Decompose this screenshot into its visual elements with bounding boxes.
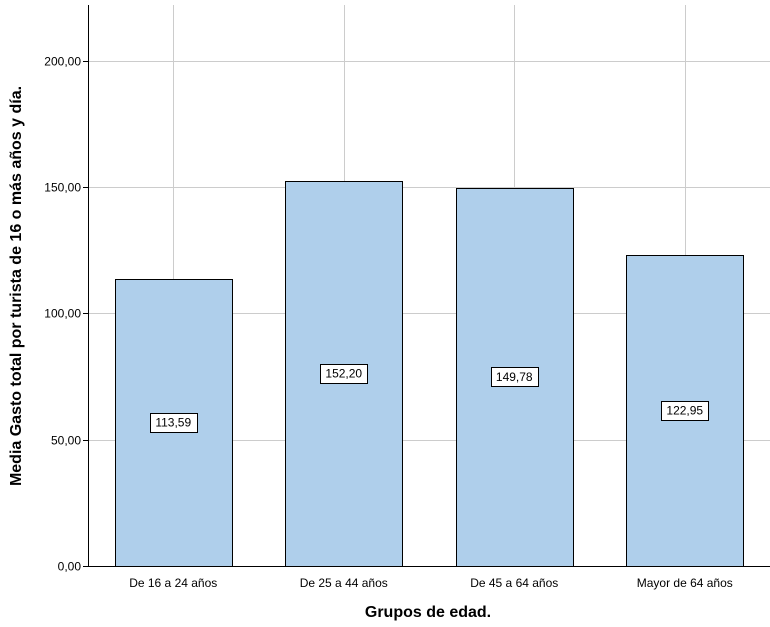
data-label: 122,95 xyxy=(666,404,703,418)
x-axis-title: Grupos de edad. xyxy=(365,604,491,621)
x-tick-label: De 45 a 64 años xyxy=(470,576,558,590)
y-tick-label: 50,00 xyxy=(51,434,81,448)
bars xyxy=(115,181,744,567)
x-tick-label: Mayor de 64 años xyxy=(637,576,733,590)
y-tick-label: 200,00 xyxy=(44,55,81,69)
data-label-box xyxy=(150,413,198,433)
x-tick-labels: De 16 a 24 años De 25 a 44 años De 45 a 64… xyxy=(129,576,733,590)
axes xyxy=(83,5,770,567)
x-tick-label: De 16 a 24 años xyxy=(129,576,217,590)
y-tick-label: 100,00 xyxy=(44,307,81,321)
data-labels: 113,59 152,20 149,78 122,95 xyxy=(150,364,709,433)
data-label: 113,59 xyxy=(155,415,191,429)
y-axis-title: Media Gasto total por turista de 16 o má… xyxy=(8,86,25,486)
data-label-box xyxy=(661,401,709,421)
y-tick-labels: 0,00 50,00 100,00 150,00 200,00 xyxy=(44,55,81,574)
y-tick-label: 0,00 xyxy=(58,560,82,574)
data-label: 149,78 xyxy=(496,370,533,384)
data-label-box xyxy=(491,367,539,387)
x-tick-label: De 25 a 44 años xyxy=(300,576,388,590)
data-label: 152,20 xyxy=(325,367,362,381)
data-label-box xyxy=(320,364,368,384)
y-tick-label: 150,00 xyxy=(44,181,81,195)
